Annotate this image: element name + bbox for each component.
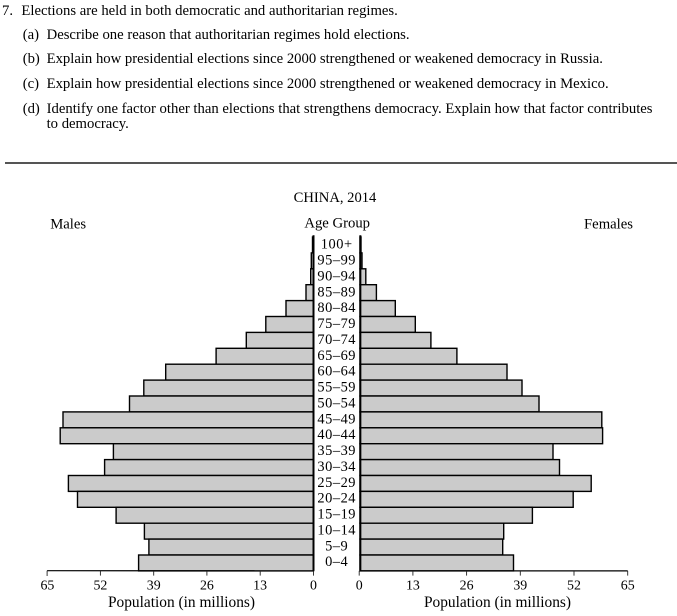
svg-text:85–89: 85–89	[317, 284, 356, 300]
svg-text:13: 13	[406, 579, 420, 594]
svg-text:30–34: 30–34	[317, 459, 356, 475]
svg-text:50–54: 50–54	[317, 396, 356, 412]
svg-text:52: 52	[567, 579, 581, 594]
svg-text:25–29: 25–29	[317, 475, 356, 491]
svg-text:39: 39	[147, 579, 161, 594]
svg-text:20–24: 20–24	[317, 491, 356, 507]
svg-text:10–14: 10–14	[317, 523, 356, 539]
svg-text:65–69: 65–69	[317, 348, 356, 364]
svg-text:90–94: 90–94	[317, 269, 356, 285]
svg-text:52: 52	[93, 579, 107, 594]
svg-text:0–4: 0–4	[325, 554, 348, 570]
svg-text:65: 65	[40, 579, 54, 594]
svg-text:40–44: 40–44	[317, 427, 356, 443]
svg-text:13: 13	[253, 579, 267, 594]
svg-text:Age Group: Age Group	[304, 216, 370, 232]
svg-text:95–99: 95–99	[317, 253, 356, 269]
svg-text:75–79: 75–79	[317, 316, 356, 332]
svg-text:80–84: 80–84	[317, 300, 356, 316]
svg-text:65: 65	[621, 579, 635, 594]
svg-text:0: 0	[356, 579, 363, 594]
svg-text:Females: Females	[584, 217, 633, 233]
svg-text:CHINA, 2014: CHINA, 2014	[294, 190, 377, 206]
svg-text:5–9: 5–9	[325, 538, 348, 554]
svg-text:26: 26	[460, 579, 474, 594]
svg-text:Males: Males	[50, 217, 86, 233]
svg-text:35–39: 35–39	[317, 443, 356, 459]
svg-text:Population (in millions): Population (in millions)	[108, 594, 255, 611]
svg-text:39: 39	[513, 579, 527, 594]
svg-text:15–19: 15–19	[317, 507, 356, 523]
svg-text:60–64: 60–64	[317, 364, 356, 380]
svg-text:0: 0	[310, 579, 317, 594]
svg-text:100+: 100+	[321, 237, 353, 253]
svg-text:45–49: 45–49	[317, 411, 356, 427]
svg-text:26: 26	[200, 579, 214, 594]
svg-text:Population (in millions): Population (in millions)	[424, 594, 571, 611]
svg-text:70–74: 70–74	[317, 332, 356, 348]
svg-text:55–59: 55–59	[317, 380, 356, 396]
